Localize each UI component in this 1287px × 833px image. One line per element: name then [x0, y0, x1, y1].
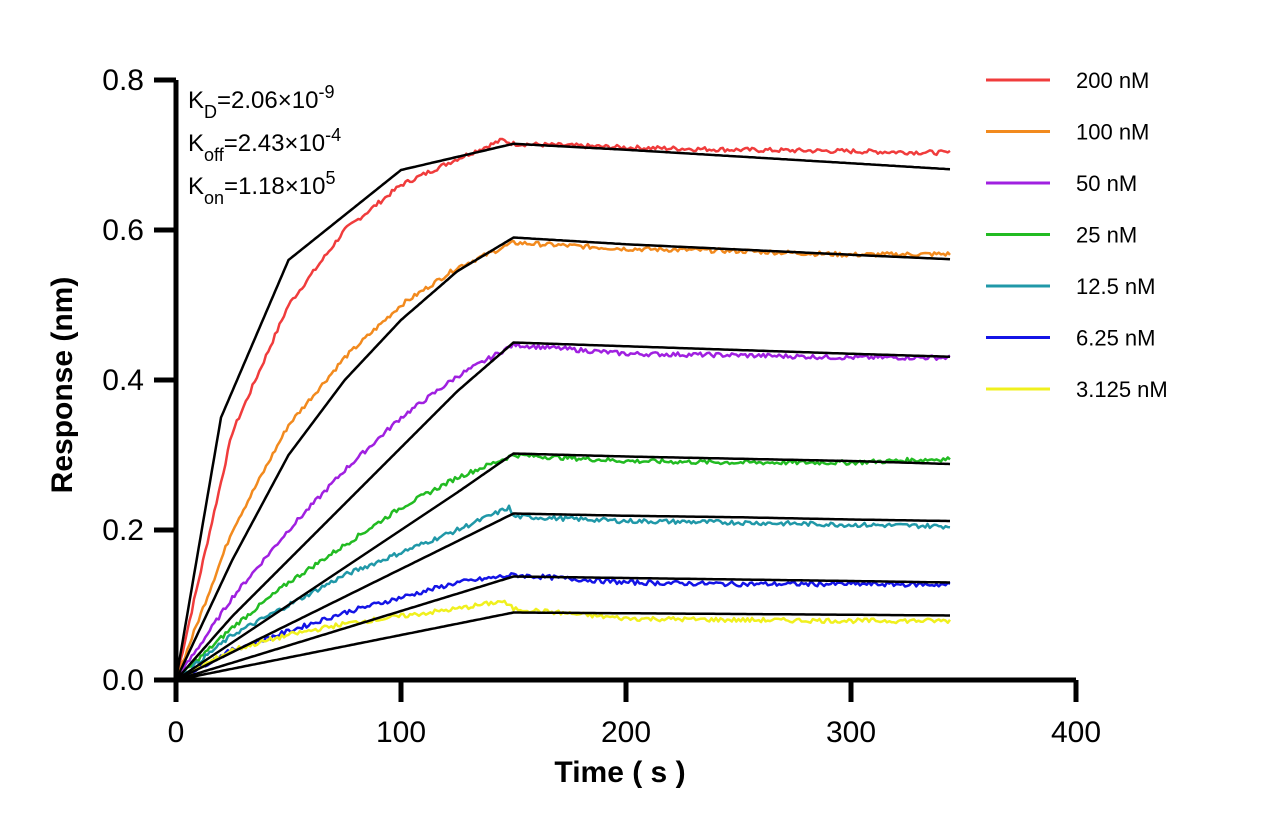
- measured-curve: [175, 572, 951, 683]
- fit-curve: [174, 236, 951, 681]
- fit-curve: [175, 575, 950, 682]
- fit-curve: [175, 452, 951, 682]
- x-axis-title: Time ( s ): [554, 756, 685, 789]
- y-tick-label: 0.6: [102, 214, 144, 247]
- legend-label: 25 nM: [1076, 223, 1137, 248]
- legend-label: 6.25 nM: [1076, 326, 1156, 351]
- legend-label: 50 nM: [1076, 171, 1137, 196]
- series-layer: [174, 137, 952, 683]
- legend-label: 100 nM: [1076, 120, 1149, 145]
- x-tick-label: 100: [376, 716, 426, 749]
- fit-curve: [175, 341, 951, 681]
- legend: 200 nM 100 nM 50 nM 25 nM 12.5 nM 6.25 nM 3.12…: [986, 68, 1168, 402]
- x-tick-label: 0: [168, 716, 185, 749]
- kinetic-constant-label: Koff=2.43×10-4: [188, 125, 341, 165]
- y-tick-label: 0.8: [102, 64, 144, 97]
- fit-curve: [174, 142, 951, 681]
- x-tick-label: 300: [826, 716, 876, 749]
- measured-curve: [174, 137, 951, 681]
- legend-item: 50 nM: [986, 171, 1137, 196]
- measured-curve: [174, 504, 951, 681]
- y-tick-label: 0.0: [102, 664, 144, 697]
- legend-item: 6.25 nM: [986, 326, 1156, 351]
- ticks-layer: 0 100 200 300 400 0.0 0.2 0.4 0.6 0.8: [102, 64, 1101, 749]
- y-tick-label: 0.2: [102, 514, 144, 547]
- fit-curve: [175, 611, 950, 682]
- measured-curve: [175, 452, 951, 681]
- fit-curve: [175, 512, 950, 682]
- legend-item: 12.5 nM: [986, 274, 1156, 299]
- x-tick-label: 200: [601, 716, 651, 749]
- measured-curve: [174, 341, 951, 681]
- legend-item: 3.125 nM: [986, 377, 1168, 402]
- x-tick-label: 400: [1051, 716, 1101, 749]
- y-tick-label: 0.4: [102, 364, 144, 397]
- legend-label: 3.125 nM: [1076, 377, 1168, 402]
- y-axis-title: Response (nm): [46, 277, 79, 494]
- legend-label: 12.5 nM: [1076, 274, 1156, 299]
- legend-label: 200 nM: [1076, 68, 1149, 93]
- legend-item: 100 nM: [986, 120, 1149, 145]
- kinetic-constant-label: KD=2.06×10-9: [188, 82, 334, 122]
- legend-item: 25 nM: [986, 223, 1137, 248]
- legend-item: 200 nM: [986, 68, 1149, 93]
- kinetic-constant-label: Kon=1.18×105: [188, 168, 336, 208]
